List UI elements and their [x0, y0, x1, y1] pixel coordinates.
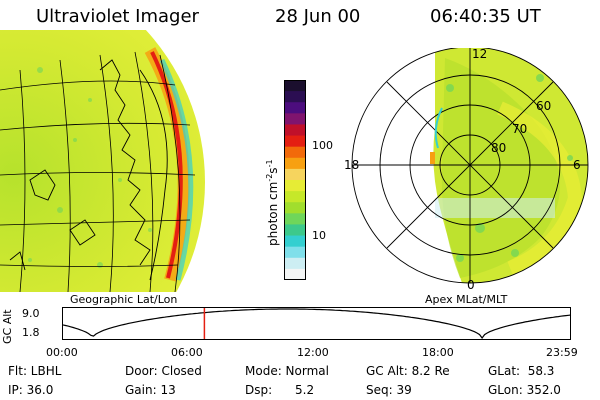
altitude-plot [62, 307, 572, 340]
dsp-info: Dsp: 5.2 [245, 383, 315, 397]
colorbar-segment [284, 135, 306, 148]
colorbar-segment [284, 246, 306, 259]
colorbar-segment [284, 191, 306, 203]
altitude-xtick-0600: 06:00 [171, 346, 203, 359]
glat-info: GLat: 58.3 [488, 364, 555, 378]
mlt-label-0: 0 [467, 278, 475, 292]
colorbar-segment [284, 113, 306, 125]
geographic-panel-label: Geographic Lat/Lon [70, 293, 178, 306]
colorbar-segment [284, 157, 306, 170]
altitude-xtick-1200: 12:00 [297, 346, 329, 359]
apex-polar-plot: 12 18 6 0 60 70 80 [344, 48, 589, 292]
altitude-xtick-2359: 23:59 [546, 346, 578, 359]
altitude-xtick-1800: 18:00 [422, 346, 454, 359]
date-label: 28 Jun 00 [275, 6, 361, 27]
seq-info: Seq: 39 [366, 383, 412, 397]
colorbar-tick-100: 100 [312, 139, 333, 152]
altitude-xtick-0000: 00:00 [46, 346, 78, 359]
lat-label-70: 70 [512, 122, 527, 136]
door-info: Door: Closed [125, 364, 202, 378]
colorbar-segment [284, 257, 306, 270]
colorbar-segment [284, 146, 306, 159]
instrument-title: Ultraviolet Imager [36, 6, 199, 27]
colorbar [284, 80, 306, 280]
altitude-ytick-9: 9.0 [22, 307, 40, 320]
glon-info: GLon: 352.0 [488, 383, 561, 397]
colorbar-segment [284, 80, 306, 92]
colorbar-segment [284, 180, 306, 192]
apex-panel-label: Apex MLat/MLT [425, 293, 508, 306]
altitude-ytick-1: 1.8 [22, 326, 40, 339]
lat-label-80: 80 [491, 141, 506, 155]
mlt-label-12: 12 [472, 48, 487, 61]
colorbar-segment [284, 124, 306, 137]
gain-info: Gain: 13 [125, 383, 176, 397]
colorbar-segment [284, 213, 306, 225]
mode-info: Mode: Normal [245, 364, 329, 378]
colorbar-segment [284, 102, 306, 114]
colorbar-segment [284, 168, 306, 181]
mlt-label-6: 6 [573, 158, 581, 172]
colorbar-segment [284, 268, 306, 280]
ip-info: IP: 36.0 [8, 383, 54, 397]
colorbar-segment [284, 91, 306, 103]
lat-label-60: 60 [536, 99, 551, 113]
colorbar-segment [284, 202, 306, 214]
colorbar-tick-10: 10 [312, 229, 326, 242]
colorbar-unit-label: photon cm-2s-1 [265, 159, 280, 246]
mlt-label-18: 18 [344, 158, 359, 172]
altitude-ylabel: GC Alt [1, 309, 14, 344]
geographic-image [0, 30, 205, 292]
gc-alt-info: GC Alt: 8.2 Re [366, 364, 450, 378]
time-label: 06:40:35 UT [430, 6, 541, 27]
filter-info: Flt: LBHL [8, 364, 62, 378]
colorbar-segment [284, 235, 306, 248]
colorbar-segment [284, 224, 306, 237]
